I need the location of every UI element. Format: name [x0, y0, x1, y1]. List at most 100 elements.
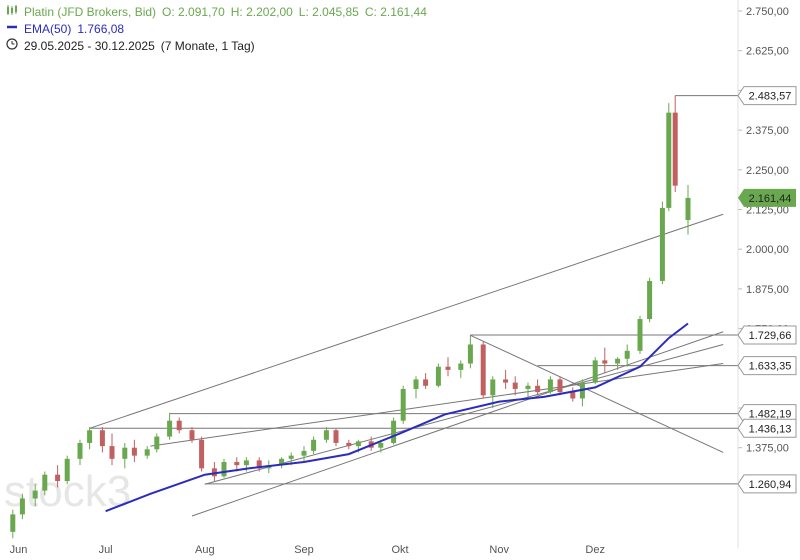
candle-body [333, 430, 339, 443]
candle-body [87, 430, 93, 443]
price-tag-label: 1.436,13 [749, 423, 792, 435]
period-label: (7 Monate, 1 Tag) [160, 39, 255, 53]
candle-body [467, 344, 473, 364]
close-value: C: 2.161,44 [364, 5, 427, 19]
trendline [191, 331, 724, 517]
trendline [150, 363, 724, 447]
candle-body [535, 385, 541, 393]
candle-body [19, 498, 25, 515]
candle-body [512, 382, 518, 389]
x-tick-label: Nov [489, 544, 509, 556]
candle-body [32, 490, 38, 499]
candle-body [615, 358, 621, 364]
candle-body [547, 379, 553, 393]
ema-name: EMA(50) [24, 22, 72, 36]
candle-body [672, 112, 678, 186]
candle-body [592, 360, 598, 383]
x-axis: Jun Jul Aug Sep Okt Nov Dez [10, 544, 605, 556]
candles [10, 95, 691, 539]
y-tick-label: 2.625,00 [746, 46, 789, 58]
horizontal-levels [89, 95, 738, 485]
x-tick-label: Dez [585, 544, 605, 556]
price-tag-label: 1.729,66 [749, 330, 792, 342]
x-tick-label: Jul [99, 544, 113, 556]
price-tag-shape [737, 86, 797, 106]
y-axis: 1.375,001.500,001.625,001.750,001.875,00… [737, 0, 789, 548]
price-tags: 2.483,57 1.729,66 1.633,35 1.482,19 1.436,13… [737, 86, 797, 494]
candle-body [685, 197, 691, 221]
high-value: H: 2.202,00 [230, 5, 293, 19]
candle-body [301, 450, 307, 456]
y-tick-label: 2.250,00 [746, 165, 789, 177]
x-tick-label: Aug [195, 544, 215, 556]
candle-body [109, 446, 115, 459]
price-tag-label: 2.483,57 [749, 91, 792, 103]
level-price-tag: 1.436,13 [737, 418, 797, 438]
y-tick-label: 1.875,00 [746, 284, 789, 296]
candle-body [199, 439, 205, 469]
y-tick-label: 1.375,00 [746, 443, 789, 455]
candle-body [288, 455, 294, 459]
candle-body [10, 514, 16, 532]
y-tick-label: 2.125,00 [746, 205, 789, 217]
candle-body [311, 439, 317, 451]
price-tag-shape [737, 325, 797, 345]
low-value: L: 2.045,85 [298, 5, 359, 19]
candle-body [64, 458, 70, 482]
price-tag-shape [737, 474, 797, 494]
candle-body [503, 379, 509, 383]
legend-row-instrument: Platin (JFD Brokers, Bid) O: 2.091,70 H:… [6, 4, 427, 21]
candle-body [659, 207, 665, 281]
candle-body [637, 319, 643, 351]
trendlines [89, 213, 724, 517]
candle-body [423, 379, 429, 386]
price-tag-shape [738, 188, 796, 207]
candle-body [445, 366, 451, 370]
candle-body [234, 461, 240, 466]
candle-body [131, 447, 137, 456]
level-price-tag: 1.482,19 [737, 404, 797, 424]
candle-body [624, 350, 630, 359]
candle-body [122, 447, 128, 459]
candle-body [55, 474, 61, 482]
instrument-name: Platin (JFD Brokers, Bid) [24, 5, 157, 19]
price-tag-label: 1.260,94 [749, 479, 792, 491]
y-tick-label: 2.000,00 [746, 244, 789, 256]
price-tag-shape [737, 356, 797, 376]
candle-body [42, 474, 48, 491]
price-tag-shape [737, 418, 797, 438]
candle-body [221, 461, 227, 477]
candle-body [480, 344, 486, 396]
candle-body [189, 430, 195, 440]
candle-body [378, 442, 384, 448]
ema-value: 1.766,08 [77, 22, 125, 36]
candle-body [355, 441, 361, 447]
candlestick-icon [6, 4, 20, 21]
date-range: 29.05.2025 - 30.12.2025 [24, 39, 155, 53]
candle-body [666, 112, 672, 208]
legend-row-ema: EMA(50) 1.766,08 [6, 21, 427, 38]
price-tag-label: 1.482,19 [749, 409, 792, 421]
level-price-tag: 1.633,35 [737, 356, 797, 376]
level-price-tag: 1.260,94 [737, 474, 797, 494]
level-price-tag: 1.729,66 [737, 325, 797, 345]
candle-body [211, 468, 217, 477]
candle-body [99, 430, 105, 447]
candle-body [243, 460, 249, 466]
candle-body [256, 460, 262, 469]
candle-body [525, 385, 531, 389]
candle-body [570, 392, 576, 399]
candle-body [391, 420, 397, 443]
candle-body [279, 458, 285, 466]
candle-body [557, 379, 563, 393]
candle-body [176, 420, 182, 431]
legend-row-range: 29.05.2025 - 30.12.2025 (7 Monate, 1 Tag… [6, 38, 427, 55]
level-price-tag: 2.483,57 [737, 86, 797, 106]
candle-body [435, 366, 441, 386]
candle-body [154, 436, 160, 450]
clock-icon [6, 38, 20, 55]
candle-body [458, 363, 464, 370]
candle-body [602, 360, 608, 364]
candle-body [323, 430, 329, 440]
